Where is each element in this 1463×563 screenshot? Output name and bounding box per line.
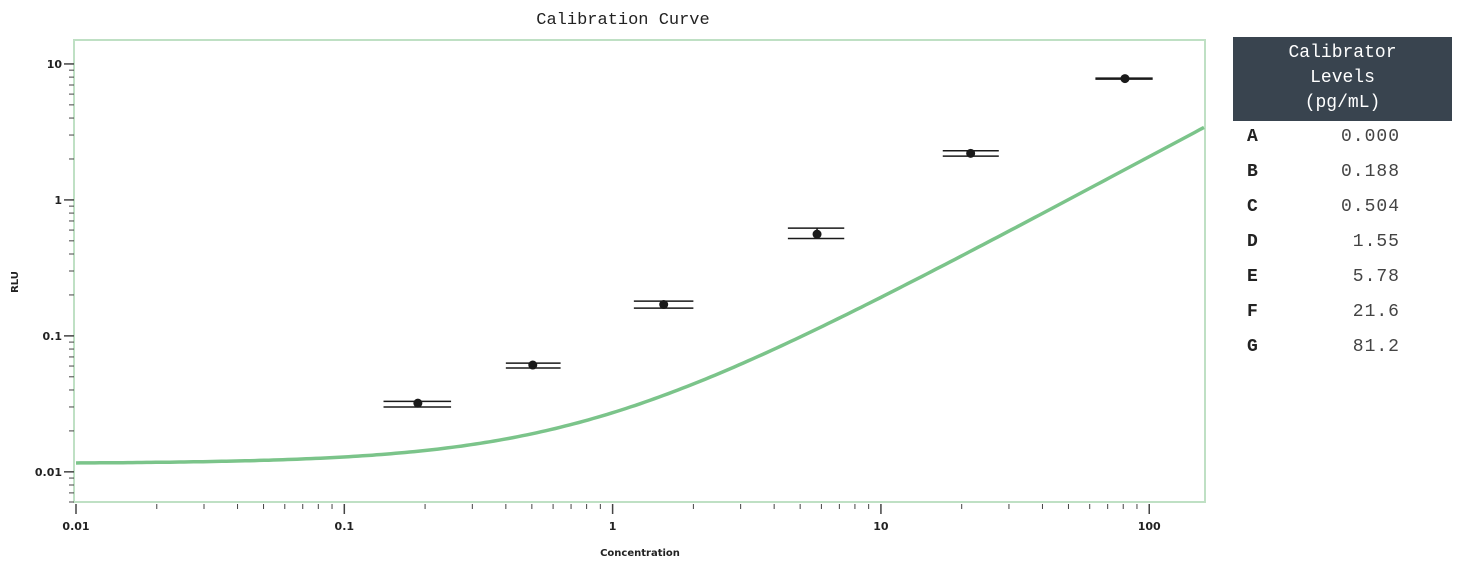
data-point — [413, 398, 423, 408]
calibrator-level: F — [1247, 302, 1258, 322]
calibrator-value: 0.000 — [1340, 127, 1400, 147]
calibrator-level: A — [1247, 127, 1258, 147]
calibrator-value: 0.188 — [1340, 162, 1400, 182]
calibrator-value: 5.78 — [1352, 267, 1400, 287]
x-tick-label: 10 — [873, 520, 889, 533]
x-tick-label: 0.01 — [62, 520, 89, 533]
fit-curve-line — [75, 125, 1205, 465]
x-tick-label: 0.1 — [335, 520, 355, 533]
plot-frame — [73, 39, 1206, 503]
calibrator-value: 81.2 — [1352, 337, 1400, 357]
data-points — [383, 74, 1153, 408]
data-point — [528, 360, 538, 370]
table-header: Calibrator Levels (pg/mL) — [1233, 37, 1452, 121]
calibrator-level: G — [1247, 337, 1258, 357]
table-row: C 0.504 — [1233, 191, 1452, 226]
calibrator-value: 21.6 — [1352, 302, 1400, 322]
table-row: E 5.78 — [1233, 261, 1452, 296]
x-axis-title: Concentration — [600, 548, 680, 559]
x-axis-ticks: 0.01 0.1 1 10 100 — [62, 504, 1161, 533]
calibrator-level: C — [1247, 197, 1258, 217]
y-axis-ticks: 0.01 0.1 1 10 — [35, 58, 74, 503]
x-tick-label: 100 — [1138, 520, 1161, 533]
table-row: D 1.55 — [1233, 226, 1452, 261]
x-tick-label: 1 — [609, 520, 617, 533]
y-tick-label: 0.1 — [43, 330, 63, 343]
y-tick-label: 1 — [54, 194, 62, 207]
table-row: G 81.2 — [1233, 331, 1452, 366]
y-axis-title: RLU — [10, 271, 21, 293]
calibrator-value: 1.55 — [1352, 232, 1400, 252]
table-row: F 21.6 — [1233, 296, 1452, 331]
calibrator-value: 0.504 — [1340, 197, 1400, 217]
calibration-chart: Calibration Curve 0.01 0.1 1 10 0.01 0.1 1 10 1… — [10, 11, 1206, 559]
table-header-line: Levels — [1310, 68, 1375, 88]
calibrator-levels-table: Calibrator Levels (pg/mL) A 0.000 B 0.188 C 0.5… — [1233, 37, 1452, 366]
y-tick-label: 10 — [47, 58, 63, 71]
table-header-line: Calibrator — [1288, 43, 1397, 63]
calibrator-level: D — [1247, 232, 1258, 252]
table-row: B 0.188 — [1233, 156, 1452, 191]
table-body: A 0.000 B 0.188 C 0.504 D 1.55 E 5.78 F 21.6 G 81.2 — [1233, 121, 1452, 366]
data-point — [812, 229, 822, 239]
y-tick-label: 0.01 — [35, 466, 62, 479]
calibrator-level: E — [1247, 267, 1258, 287]
data-point — [1120, 74, 1130, 84]
data-point — [966, 148, 976, 158]
table-row: A 0.000 — [1233, 121, 1452, 156]
chart-title: Calibration Curve — [536, 11, 709, 30]
data-point — [659, 300, 669, 310]
table-header-line: (pg/mL) — [1304, 93, 1381, 113]
calibrator-level: B — [1247, 162, 1258, 182]
